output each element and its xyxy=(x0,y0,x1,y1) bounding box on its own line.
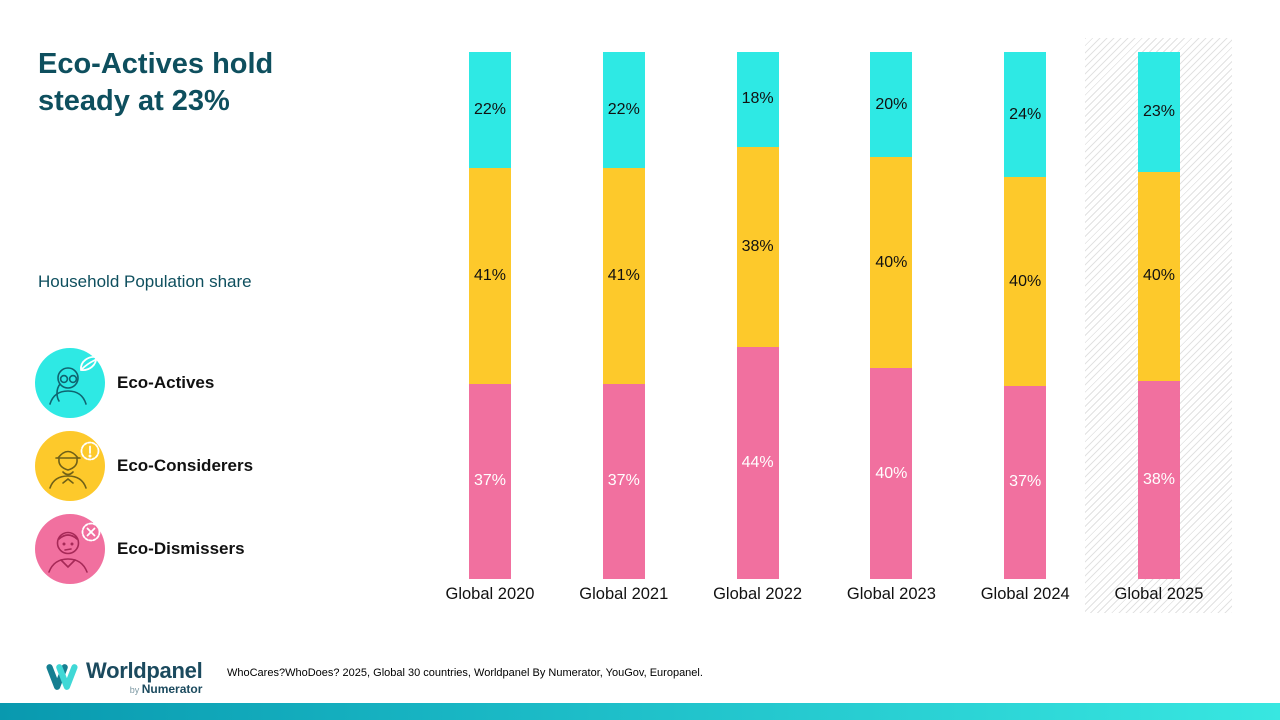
segment-value-label: 20% xyxy=(875,95,908,113)
logo-numerator: Numerator xyxy=(141,682,203,696)
segment-eco-dismissers: 44% xyxy=(736,347,779,579)
segment-eco-actives: 22% xyxy=(469,52,511,168)
person-leaf-icon xyxy=(35,348,105,418)
segment-value-label: 41% xyxy=(607,266,640,284)
bar-global-2025: 23% 40% 38% xyxy=(1138,52,1180,579)
bar-global-2020: 22% 41% 37% xyxy=(469,52,511,579)
page-title: Eco-Actives hold steady at 23% xyxy=(38,46,273,120)
segment-value-label: 40% xyxy=(875,464,908,482)
person-alert-icon xyxy=(35,431,105,501)
segment-eco-actives: 18% xyxy=(736,52,779,147)
chart-subtitle: Household Population share xyxy=(38,272,252,291)
legend-label-eco-dismissers: Eco-Dismissers xyxy=(117,539,245,558)
legend: Eco-Actives xyxy=(35,348,253,597)
logo-brand: Worldpanel xyxy=(86,658,203,683)
logo-sub-brand: by Numerator xyxy=(130,683,203,696)
segment-eco-actives: 24% xyxy=(1004,52,1047,178)
worldpanel-w-icon xyxy=(46,664,78,690)
segment-value-label: 44% xyxy=(741,454,774,472)
segment-eco-considerers: 40% xyxy=(1138,172,1180,381)
person-cross-icon xyxy=(35,514,105,584)
worldpanel-logo: Worldpanel by Numerator xyxy=(46,658,203,696)
page-title-line1: Eco-Actives hold xyxy=(38,48,274,80)
segment-eco-dismissers: 40% xyxy=(870,368,913,579)
segment-value-label: 24% xyxy=(1009,105,1042,123)
bottom-accent-bar xyxy=(0,703,1280,720)
legend-item-eco-actives: Eco-Actives xyxy=(35,348,253,418)
segment-eco-considerers: 38% xyxy=(736,146,779,348)
category-label-global-2020: Global 2020 xyxy=(445,585,535,603)
segment-value-label: 37% xyxy=(473,472,507,490)
segment-eco-considerers: 41% xyxy=(469,167,511,384)
segment-eco-considerers: 40% xyxy=(1004,177,1047,386)
segment-value-label: 37% xyxy=(607,472,640,490)
logo-text: Worldpanel by Numerator xyxy=(86,658,203,696)
segment-value-label: 40% xyxy=(1009,272,1042,290)
segment-eco-actives: 22% xyxy=(602,52,645,168)
bar-global-2021: 22% 41% 37% xyxy=(602,52,645,579)
bar-global-2022: 18% 38% 44% xyxy=(736,52,779,579)
legend-item-eco-considerers: Eco-Considerers xyxy=(35,431,253,501)
segment-eco-considerers: 40% xyxy=(870,157,913,369)
category-label-global-2021: Global 2021 xyxy=(579,585,669,603)
bar-global-2023: 20% 40% 40% xyxy=(870,52,913,579)
segment-value-label: 22% xyxy=(473,100,507,118)
segment-value-label: 38% xyxy=(1142,470,1176,488)
segment-eco-dismissers: 37% xyxy=(602,384,645,579)
segment-value-label: 37% xyxy=(1009,473,1042,491)
logo-by: by xyxy=(129,685,142,695)
page-title-line2: steady at 23% xyxy=(38,85,230,117)
legend-label-eco-considerers: Eco-Considerers xyxy=(117,456,254,475)
segment-eco-actives: 23% xyxy=(1138,52,1180,172)
segment-eco-considerers: 41% xyxy=(602,167,645,384)
segment-eco-dismissers: 38% xyxy=(1138,380,1180,579)
segment-eco-dismissers: 37% xyxy=(1004,385,1047,579)
segment-value-label: 40% xyxy=(1142,267,1176,285)
legend-item-eco-dismissers: Eco-Dismissers xyxy=(35,514,253,584)
legend-label-eco-actives: Eco-Actives xyxy=(117,373,215,392)
category-label-global-2025: Global 2025 xyxy=(1114,585,1204,603)
category-label-global-2024: Global 2024 xyxy=(980,585,1070,603)
segment-value-label: 23% xyxy=(1142,103,1176,120)
segment-value-label: 41% xyxy=(473,266,507,284)
source-citation: WhoCares?WhoDoes? 2025, Global 30 countr… xyxy=(227,667,703,679)
segment-value-label: 22% xyxy=(607,100,640,118)
category-label-global-2023: Global 2023 xyxy=(846,585,936,603)
segment-value-label: 40% xyxy=(875,253,908,271)
segment-value-label: 18% xyxy=(741,90,774,108)
bar-global-2024: 24% 40% 37% xyxy=(1004,52,1047,579)
segment-eco-dismissers: 37% xyxy=(469,384,511,579)
segment-value-label: 38% xyxy=(741,237,774,255)
category-label-global-2022: Global 2022 xyxy=(713,585,803,603)
segment-eco-actives: 20% xyxy=(870,52,913,158)
